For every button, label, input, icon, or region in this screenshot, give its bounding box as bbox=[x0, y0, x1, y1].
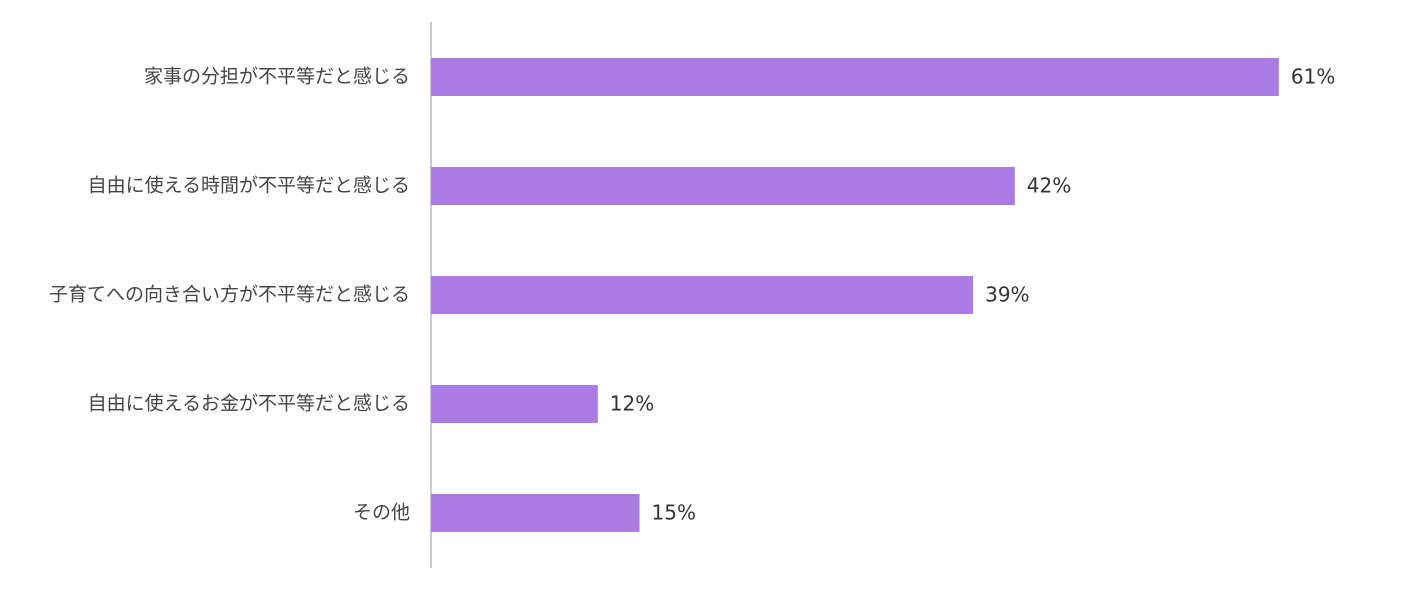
bar bbox=[431, 385, 598, 423]
category-label: 自由に使える時間が不平等だと感じる bbox=[88, 175, 410, 197]
category-label: 子育てへの向き合い方が不平等だと感じる bbox=[49, 284, 410, 306]
value-label: 42% bbox=[1027, 174, 1071, 198]
bar bbox=[431, 494, 640, 532]
category-label: 家事の分担が不平等だと感じる bbox=[144, 66, 410, 88]
value-label: 61% bbox=[1291, 65, 1335, 89]
value-label: 15% bbox=[652, 501, 696, 525]
value-label: 39% bbox=[985, 283, 1029, 307]
category-label: その他 bbox=[353, 502, 410, 524]
bar bbox=[431, 276, 974, 314]
category-label: 自由に使えるお金が不平等だと感じる bbox=[88, 393, 410, 415]
bar bbox=[431, 167, 1015, 205]
bar bbox=[431, 58, 1279, 96]
value-label: 12% bbox=[610, 392, 654, 416]
